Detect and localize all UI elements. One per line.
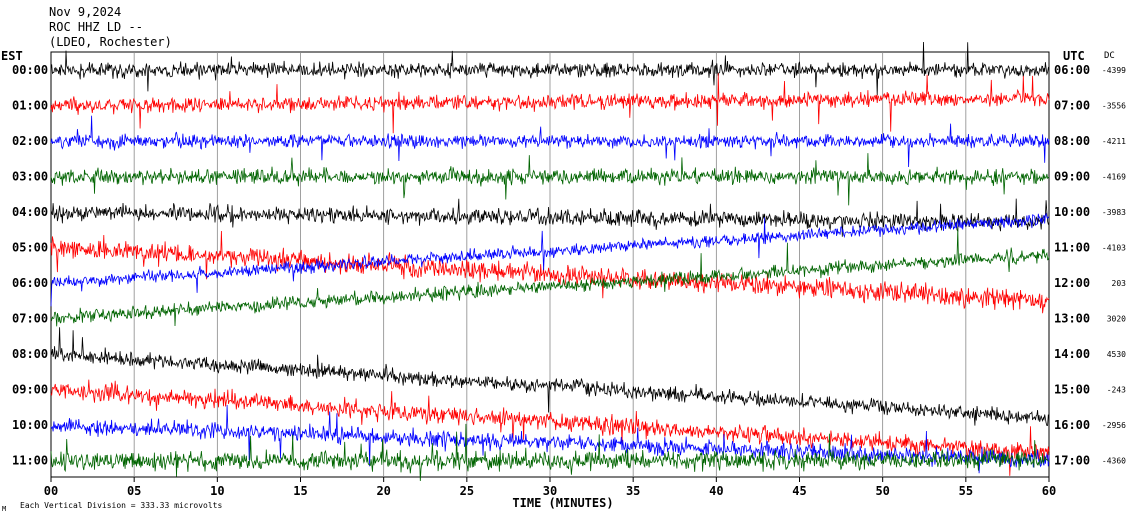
utc-hour-label: 06:00 — [1054, 63, 1090, 77]
est-hour-label: 00:00 — [12, 63, 48, 77]
x-tick-label: 25 — [460, 484, 474, 498]
dc-offset-label: -4211 — [1102, 137, 1126, 146]
utc-hour-label: 12:00 — [1054, 276, 1090, 290]
est-hour-label: 09:00 — [12, 383, 48, 397]
x-tick-label: 60 — [1042, 484, 1056, 498]
x-tick-label: 40 — [709, 484, 723, 498]
trace-0500 — [50, 230, 1050, 314]
utc-hour-labels: 06:00 07:00 08:00 09:00 10:00 11:00 12:00 13:00… — [1054, 63, 1090, 468]
scale-note: Each Vertical Division = 333.33 microvol… — [20, 501, 222, 510]
dc-offset-label: 3020 — [1107, 315, 1126, 324]
est-hour-label: 11:00 — [12, 454, 48, 468]
dc-column-header: DC — [1104, 51, 1115, 61]
utc-hour-label: 15:00 — [1054, 383, 1090, 397]
utc-hour-label: 14:00 — [1054, 347, 1090, 361]
x-tick-label: 45 — [792, 484, 806, 498]
trace-0100 — [50, 73, 1050, 134]
est-hour-labels: 00:00 01:00 02:00 03:00 04:00 05:00 06:00 07:00… — [12, 63, 48, 468]
est-hour-label: 10:00 — [12, 418, 48, 432]
est-hour-label: 02:00 — [12, 134, 48, 148]
dc-offset-label: -3983 — [1102, 208, 1126, 217]
x-tick-label: 05 — [127, 484, 141, 498]
dc-offset-label: -4399 — [1102, 66, 1126, 75]
header-date: Nov 9,2024 — [49, 5, 121, 19]
trace-0300 — [50, 153, 1050, 206]
utc-hour-label: 13:00 — [1054, 312, 1090, 326]
dc-offset-label: -4169 — [1102, 173, 1126, 182]
x-axis-ticks: 00 05 10 15 20 25 30 35 40 45 50 55 60 — [44, 477, 1056, 498]
trace-1100 — [50, 423, 1050, 482]
trace-0600 — [50, 212, 1050, 307]
trace-0700 — [50, 228, 1050, 327]
x-tick-label: 35 — [626, 484, 640, 498]
trace-0800 — [50, 327, 1050, 426]
x-tick-label: 50 — [875, 484, 889, 498]
seismic-traces — [50, 41, 1050, 482]
est-hour-label: 01:00 — [12, 99, 48, 113]
x-tick-label: 55 — [959, 484, 973, 498]
x-tick-label: 00 — [44, 484, 58, 498]
utc-hour-label: 11:00 — [1054, 241, 1090, 255]
dc-offset-label: -2956 — [1102, 421, 1126, 430]
dc-offset-label: -3556 — [1102, 102, 1126, 111]
dc-offset-label: 203 — [1112, 279, 1127, 288]
x-axis-title: TIME (MINUTES) — [512, 496, 613, 510]
header-network: (LDEO, Rochester) — [49, 35, 172, 49]
utc-hour-label: 16:00 — [1054, 418, 1090, 432]
est-hour-label: 03:00 — [12, 170, 48, 184]
trace-0000 — [50, 41, 1050, 96]
x-tick-label: 20 — [376, 484, 390, 498]
est-hour-label: 08:00 — [12, 347, 48, 361]
dc-offset-label: -243 — [1107, 386, 1126, 395]
utc-hour-label: 07:00 — [1054, 99, 1090, 113]
corner-mark: M — [2, 505, 6, 513]
dc-offset-labels: -4399 -3556 -4211 -4169 -3983 -4103 203 3020 453… — [1102, 66, 1126, 466]
x-tick-label: 15 — [293, 484, 307, 498]
est-hour-label: 04:00 — [12, 205, 48, 219]
header-station: ROC HHZ LD -- — [49, 20, 143, 34]
dc-offset-label: -4103 — [1102, 244, 1126, 253]
est-hour-label: 06:00 — [12, 276, 48, 290]
trace-0900 — [50, 379, 1050, 476]
dc-offset-label: 4530 — [1107, 350, 1126, 359]
utc-hour-label: 08:00 — [1054, 134, 1090, 148]
est-hour-label: 05:00 — [12, 241, 48, 255]
x-tick-label: 10 — [210, 484, 224, 498]
trace-0400 — [50, 198, 1050, 237]
trace-0200 — [50, 115, 1050, 168]
utc-hour-label: 17:00 — [1054, 454, 1090, 468]
dc-offset-label: -4360 — [1102, 457, 1126, 466]
x-tick-label: 30 — [543, 484, 557, 498]
trace-1000 — [50, 404, 1050, 474]
right-timezone-label: UTC — [1063, 49, 1085, 63]
est-hour-label: 07:00 — [12, 312, 48, 326]
utc-hour-label: 10:00 — [1054, 205, 1090, 219]
utc-hour-label: 09:00 — [1054, 170, 1090, 184]
left-timezone-label: EST — [1, 49, 23, 63]
